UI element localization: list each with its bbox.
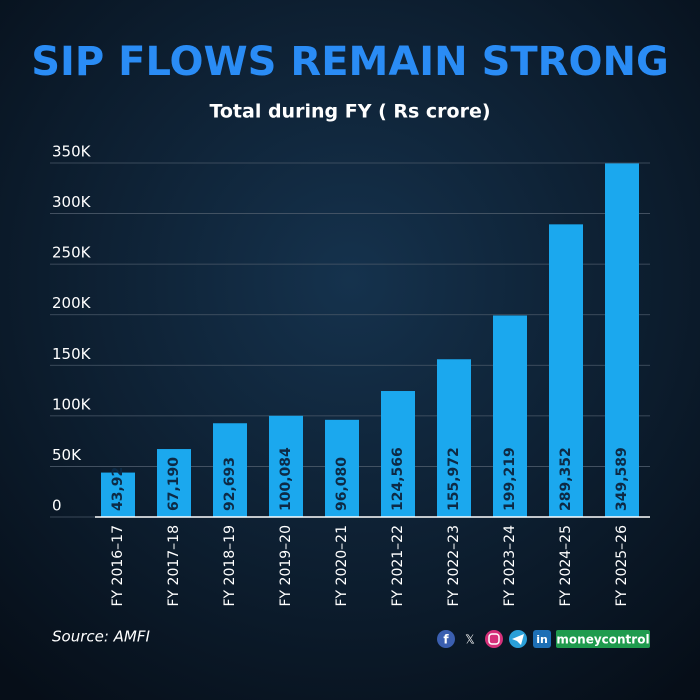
x-tick-label: FY 2016–17 (110, 525, 126, 607)
bar (605, 163, 639, 517)
y-tick-label: 300K (52, 193, 92, 211)
value-label: 96,080 (334, 457, 350, 511)
y-tick-label: 150K (52, 345, 92, 363)
logo-box (556, 630, 650, 648)
logo: moneycontrol (556, 633, 649, 647)
x-tick-label: FY 2025–26 (614, 525, 630, 607)
y-tick-label: 350K (52, 143, 92, 161)
y-tick-label: 200K (52, 294, 92, 312)
value-label: 100,084 (278, 447, 294, 511)
value-label: 67,190 (166, 457, 182, 511)
chart-subtitle: Total during FY ( Rs crore) (209, 101, 490, 123)
telegram-glyph (512, 634, 524, 645)
value-label: 92,693 (222, 457, 238, 511)
bar (325, 419, 359, 517)
instagram-glyph (488, 633, 500, 645)
bar (437, 359, 471, 517)
facebook-icon (437, 630, 455, 648)
x-tick-label: FY 2018–19 (222, 525, 238, 607)
y-tick-label: 50K (52, 446, 82, 464)
bar (381, 391, 415, 517)
source: Source: AMFI (52, 628, 151, 646)
x-tick-label: FY 2022–23 (446, 525, 462, 607)
value-label: 124,566 (390, 447, 406, 511)
social-icons: f 𝕏 in (437, 630, 551, 648)
linkedin-letter: in (536, 633, 548, 646)
y-tick-label: 0 (52, 497, 62, 515)
x-tick-label: FY 2020–21 (334, 525, 350, 607)
value-label: 349,589 (614, 447, 630, 511)
value-label: 43,92 (110, 467, 126, 511)
x-tick-label: FY 2017–18 (166, 525, 182, 607)
bar (213, 423, 247, 517)
linkedin-icon (533, 630, 551, 648)
x-tick-label: FY 2024–25 (558, 525, 574, 607)
chart-title: SIP FLOWS REMAIN STRONG (31, 39, 669, 85)
facebook-letter: f (443, 633, 449, 647)
x-letter: 𝕏 (465, 633, 475, 647)
value-label: 155,972 (446, 447, 462, 511)
x-tick-label: FY 2023–24 (502, 525, 518, 607)
y-tick-label: 100K (52, 395, 92, 413)
bar (157, 449, 191, 517)
bar (269, 415, 303, 517)
bar (549, 224, 583, 517)
value-label: 199,219 (502, 447, 518, 511)
x-tick-label: FY 2019–20 (278, 525, 294, 607)
bar (101, 472, 135, 517)
y-tick-label: 250K (52, 244, 92, 262)
value-label: 289,352 (558, 447, 574, 511)
bar (493, 315, 527, 517)
x-tick-label: FY 2021–22 (390, 525, 406, 607)
instagram-icon (485, 630, 503, 648)
